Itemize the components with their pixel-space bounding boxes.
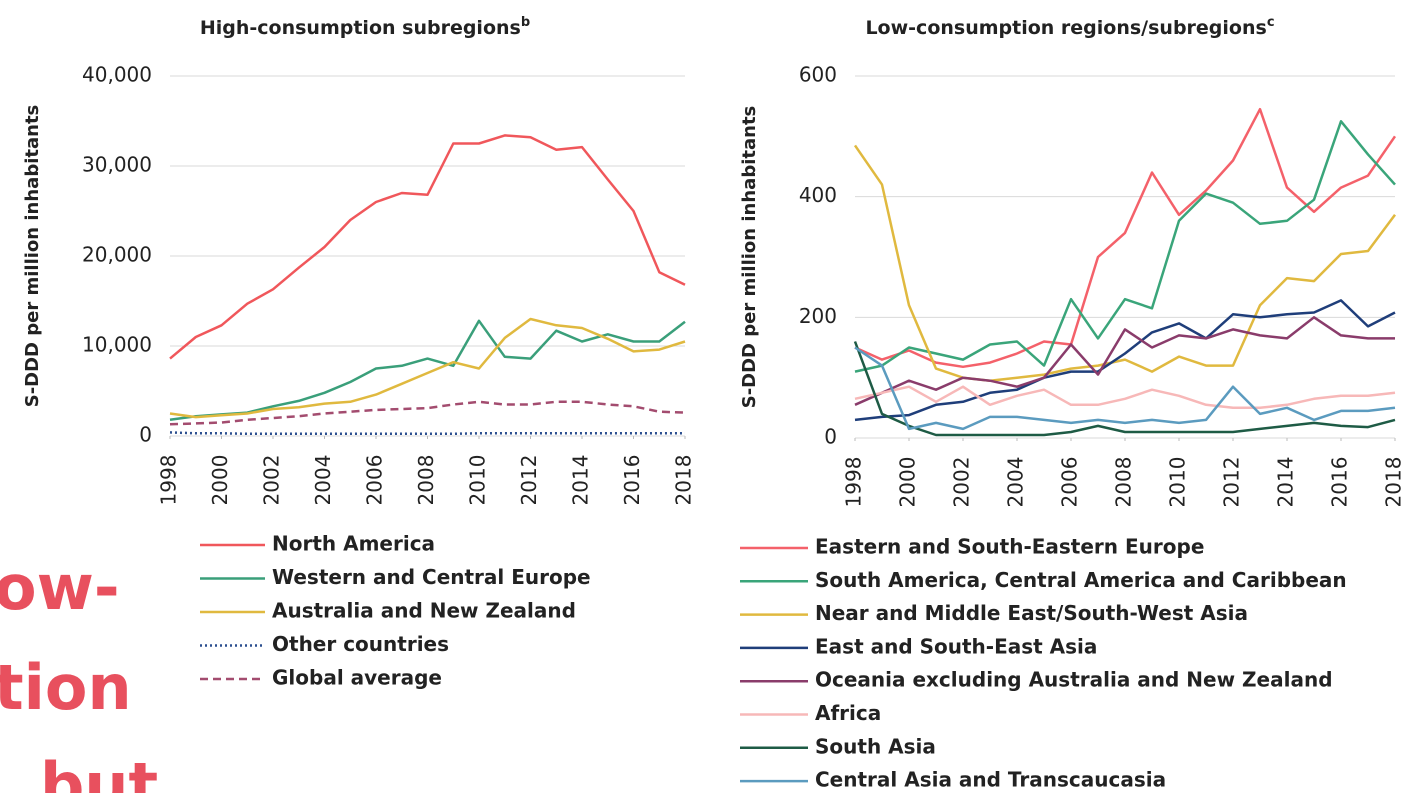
x-tick-label: 1998 — [157, 455, 181, 506]
y-tick-label: 200 — [799, 304, 837, 328]
legend-label: North America — [272, 532, 435, 556]
series-line — [169, 317, 686, 419]
chart-title-note: b — [521, 15, 530, 30]
x-tick-label: 2002 — [260, 455, 284, 506]
y-tick-label: 40,000 — [82, 63, 152, 87]
x-tick-label: 2012 — [517, 455, 541, 506]
x-tick-label: 2006 — [363, 455, 387, 506]
x-tick-label: 2016 — [620, 455, 644, 506]
legend-label: Africa — [815, 701, 881, 725]
series-line — [854, 346, 1396, 431]
slide-text: tion — [0, 651, 132, 724]
legend-label: Other countries — [272, 632, 449, 656]
series-line — [169, 319, 686, 422]
legend-label: Oceania excluding Australia and New Zeal… — [815, 668, 1333, 692]
series-line — [854, 385, 1396, 410]
x-tick-label: 2018 — [672, 455, 696, 506]
legend-label: South Asia — [815, 734, 936, 758]
x-tick-label: 2000 — [896, 457, 920, 508]
series-line — [854, 316, 1395, 406]
x-tick-label: 2008 — [1112, 457, 1136, 508]
y-tick-label: 0 — [139, 423, 152, 447]
y-tick-label: 10,000 — [82, 333, 152, 357]
y-tick-label: 600 — [799, 63, 837, 87]
y-tick-label: 0 — [824, 425, 837, 449]
slide-text: ow- — [0, 551, 120, 624]
series-line — [853, 341, 1396, 437]
chart-title-text: Low-consumption regions/subregions — [865, 17, 1266, 39]
x-tick-label: 2018 — [1382, 457, 1406, 508]
chart-title: High-consumption subregionsb — [200, 15, 530, 39]
legend-label: South America, Central America and Carib… — [815, 568, 1347, 592]
legend-label: Western and Central Europe — [272, 565, 591, 589]
legend-label: Central Asia and Transcaucasia — [815, 768, 1166, 792]
y-tick-label: 20,000 — [82, 243, 152, 267]
x-tick-label: 2002 — [950, 457, 974, 508]
x-tick-label: 2010 — [1166, 457, 1190, 508]
legend-label: East and South-East Asia — [815, 634, 1097, 658]
x-tick-label: 2008 — [414, 455, 438, 506]
series-line — [169, 431, 685, 436]
legend-label: Near and Middle East/South-West Asia — [815, 601, 1248, 625]
slide-text: but — [40, 749, 158, 793]
series-line — [854, 107, 1397, 369]
x-tick-label: 2004 — [311, 455, 335, 506]
chart-title: Low-consumption regions/subregionsc — [865, 15, 1274, 39]
legend-label: Australia and New Zealand — [272, 599, 576, 623]
chart-title-text: High-consumption subregions — [200, 17, 521, 39]
x-tick-label: 2014 — [569, 455, 593, 506]
series-line — [853, 144, 1397, 382]
series-line — [169, 134, 686, 360]
series-line — [854, 299, 1396, 422]
x-tick-label: 2016 — [1328, 457, 1352, 508]
y-tick-label: 400 — [799, 183, 837, 207]
x-tick-label: 1998 — [842, 457, 866, 508]
legend-label: Eastern and South-Eastern Europe — [815, 535, 1204, 559]
x-tick-label: 2012 — [1220, 457, 1244, 508]
y-axis-label: S-DDD per million inhabitants — [22, 105, 43, 408]
x-tick-label: 2014 — [1274, 457, 1298, 508]
legend-label: Global average — [272, 666, 442, 690]
y-tick-label: 30,000 — [82, 153, 152, 177]
y-axis-label: S-DDD per million inhabitants — [739, 106, 760, 409]
x-tick-label: 2000 — [208, 455, 232, 506]
x-tick-label: 2006 — [1058, 457, 1082, 508]
series-line — [169, 400, 686, 426]
series-line — [854, 120, 1396, 373]
chart-title-note: c — [1267, 15, 1275, 30]
x-tick-label: 2010 — [466, 455, 490, 506]
x-tick-label: 2004 — [1004, 457, 1028, 508]
